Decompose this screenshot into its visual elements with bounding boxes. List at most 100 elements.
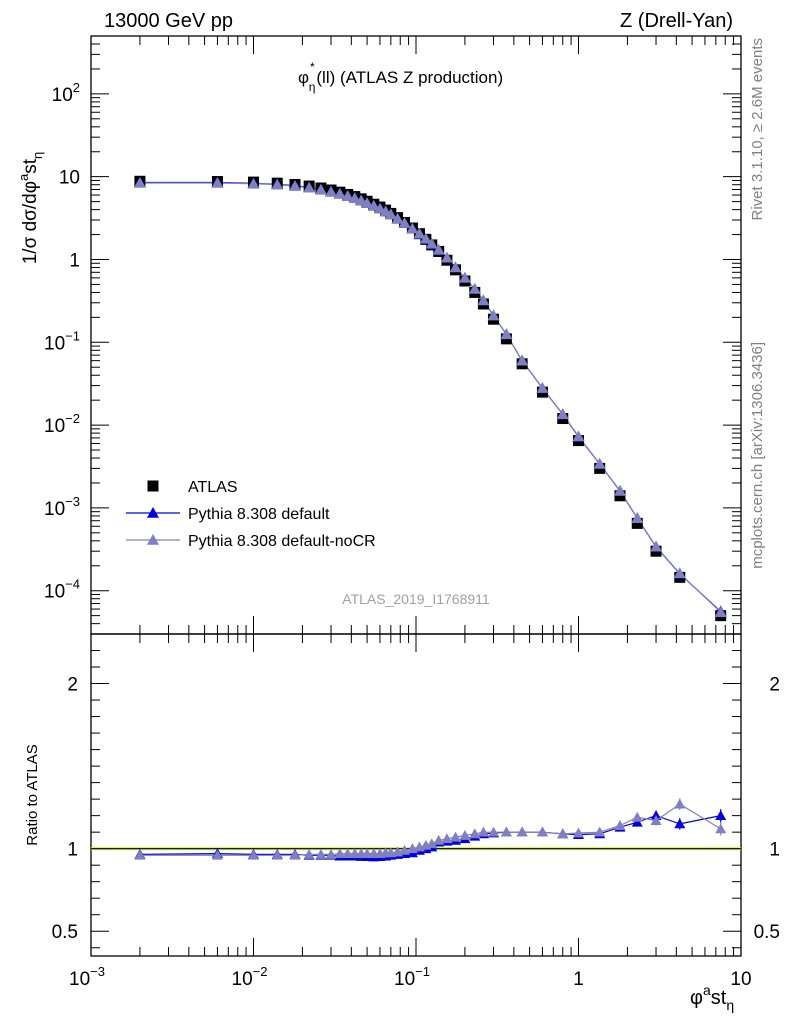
ratio-point-1 [573, 827, 584, 838]
y-tick-label: 10−1 [44, 328, 80, 354]
mcplots-label: mcplots.cern.ch [arXiv:1306.3436] [749, 342, 766, 569]
mc-point-2 [384, 208, 397, 220]
mc-point-2 [516, 354, 529, 366]
mc-point-2 [449, 261, 462, 273]
mc-point-2 [593, 457, 606, 469]
y-tick-label: 10−2 [44, 411, 80, 437]
mc-point-2 [361, 197, 374, 208]
mc-point-2 [288, 180, 301, 191]
mc-point-2 [303, 181, 316, 193]
rivet-label: Rivet 3.1.10, ≥ 2.6M events [749, 38, 766, 221]
y-tick-label: 10 [59, 168, 80, 189]
title-main: φ [298, 68, 309, 87]
mc-point-2 [133, 176, 146, 188]
mc-point-2 [650, 540, 663, 552]
ratio-point-0 [674, 818, 686, 829]
x-tick-label: 10 [730, 969, 751, 990]
legend-label: Pythia 8.308 default [188, 506, 330, 523]
mc-point-2 [714, 606, 727, 618]
analysis-id: ATLAS_2019_I1768911 [342, 591, 490, 607]
ratio-point-1 [399, 844, 411, 855]
mc-point-2 [556, 408, 569, 420]
ratio-tick-label-right: 0.5 [754, 922, 780, 943]
mc-point-2 [536, 382, 549, 393]
ratio-point-1 [631, 811, 643, 822]
ratio-point-1 [715, 823, 727, 834]
ratio-point-1 [426, 838, 438, 849]
ratio-point-1 [536, 826, 548, 837]
ratio-point-1 [516, 826, 528, 837]
y-tick-label: 102 [52, 80, 80, 106]
x-tick-label: 10−1 [394, 964, 430, 990]
mc-point-2 [247, 177, 260, 189]
ratio-tick-label-left: 0.5 [52, 922, 78, 943]
ratio-point-1 [500, 826, 512, 837]
mc-point-2 [398, 217, 411, 228]
mc-point-2 [572, 430, 585, 442]
header-right: Z (Drell-Yan) [620, 10, 733, 32]
ratio-tick-label-right: 2 [769, 675, 780, 696]
ratio-point-1 [248, 849, 259, 860]
mc-point-2 [500, 328, 513, 340]
mc-point-2 [432, 243, 445, 255]
ratio-point-1 [614, 820, 626, 830]
ratio-point-1 [211, 849, 223, 860]
atlas-point [631, 517, 643, 529]
mc-point-2 [341, 189, 354, 201]
ratio-panel-frame [90, 633, 742, 957]
mc-point-2 [487, 309, 500, 321]
mc-point-2 [325, 185, 338, 197]
mc-point-2 [425, 237, 438, 249]
ratio-point-1 [303, 848, 315, 859]
ratio-point-1 [441, 833, 453, 844]
atlas-point [614, 490, 626, 502]
ratio-point-1 [449, 831, 461, 842]
mc-point-2 [440, 251, 453, 263]
y-axis-label: 1/σ dσ/dφastη [16, 152, 45, 265]
ratio-point-1 [469, 828, 481, 839]
ratio-point-1 [334, 848, 346, 859]
title-sup: * [310, 60, 315, 74]
mc-point-2 [613, 484, 626, 496]
mc-point-2 [468, 283, 481, 294]
mc-point-2 [271, 178, 284, 190]
mc-point-2 [673, 567, 686, 579]
x-tick-label: 10−3 [69, 964, 105, 990]
x-tick-label: 1 [573, 969, 584, 990]
legend-label: Pythia 8.308 default-noCR [188, 533, 376, 550]
mc-point-2 [211, 176, 224, 188]
mc-point-2 [391, 212, 404, 224]
legend-marker-atlas [147, 480, 159, 492]
mc-point-2 [333, 187, 346, 199]
mc-point-2 [314, 183, 327, 195]
legend-marker-mc [147, 534, 159, 545]
ratio-point-1 [488, 826, 500, 837]
ratio-point-0 [631, 816, 643, 827]
mc-point-2 [631, 512, 644, 524]
ratio-point-0 [650, 810, 662, 821]
ratio-point-1 [271, 849, 283, 860]
ratio-point-1 [315, 848, 327, 859]
ratio-point-1 [433, 834, 445, 845]
ratio-point-1 [477, 826, 489, 837]
ratio-point-0 [715, 810, 727, 821]
ratio-point-1 [325, 848, 337, 859]
ratio-point-1 [289, 849, 301, 860]
ratio-point-1 [134, 849, 146, 860]
ratio-tick-label-right: 1 [769, 840, 780, 861]
ratio-point-1 [557, 828, 569, 839]
ratio-point-1 [459, 829, 471, 840]
x-axis-label: φastη [690, 982, 734, 1013]
legend-label: ATLAS [188, 479, 238, 496]
x-tick-label: 10−2 [232, 964, 268, 990]
plot-title: φ* η(ll) (ATLAS Z production) [298, 60, 503, 94]
mc-point-2 [419, 232, 432, 244]
mc-point-2 [477, 294, 490, 306]
ratio-tick-label-left: 2 [67, 675, 78, 696]
ratio-y-label: Ratio to ATLAS [24, 744, 41, 845]
ratio-point-1 [674, 798, 686, 809]
ratio-tick-label-left: 1 [67, 840, 78, 861]
ratio-point-1 [342, 848, 354, 859]
ratio-point-1 [650, 815, 662, 825]
